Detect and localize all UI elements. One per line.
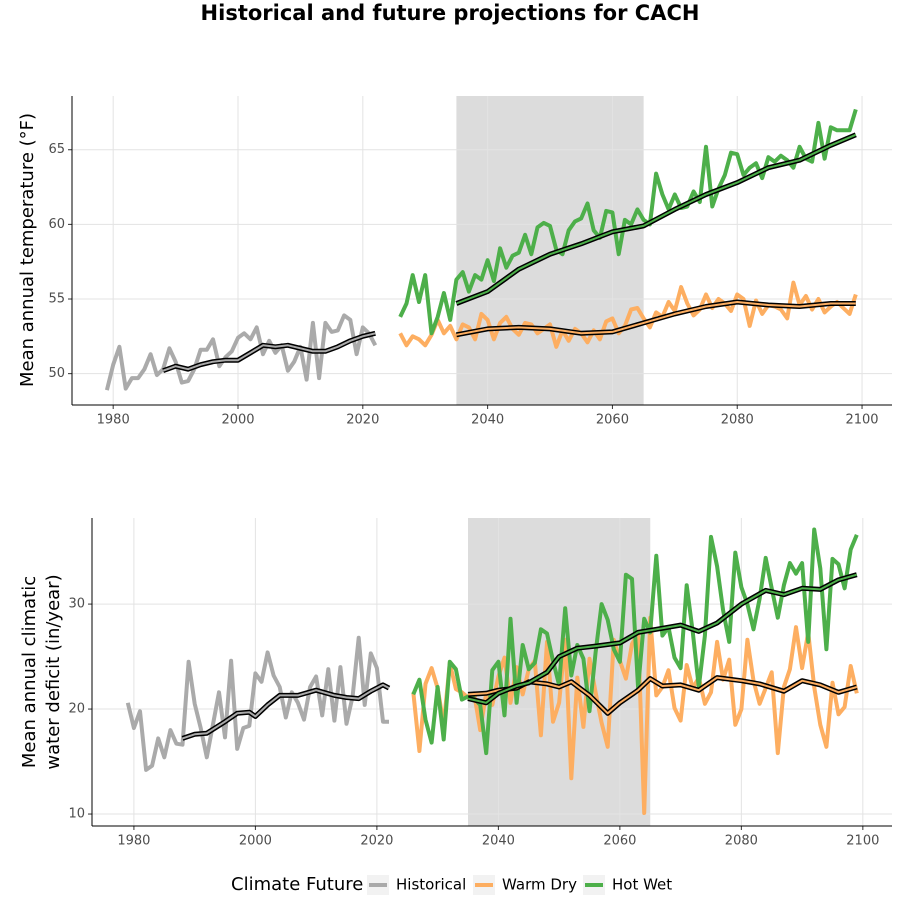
y-tick-label: 10 [68,807,85,822]
x-tick-label: 2020 [346,413,379,428]
smooth-line [182,683,390,740]
y-axis-label: water deficit (in/year) [43,574,64,769]
smooth-line [456,301,856,336]
x-tick-label: 2060 [603,834,636,849]
series-line [125,635,389,772]
legend-title: Climate Future [231,874,363,895]
y-tick-label: 65 [48,142,65,157]
y-tick-label: 60 [48,217,65,232]
x-tick-label: 2080 [721,413,754,428]
y-axis-label: Mean annual temperature (°F) [17,113,38,387]
y-tick-label: 20 [68,702,85,717]
smooth-line [162,332,376,372]
x-tick-label: 2100 [846,834,879,849]
x-tick-label: 2020 [360,834,393,849]
series-line [398,280,858,349]
x-tick-label: 2000 [239,834,272,849]
y-tick-label: 30 [68,597,85,612]
series-line [398,108,858,336]
x-tick-label: 1980 [97,413,130,428]
x-tick-label: 2040 [482,834,515,849]
x-tick-label: 1980 [117,834,150,849]
legend-label: Hot Wet [612,876,672,894]
x-tick-label: 2100 [845,413,878,428]
x-tick-label: 2080 [725,834,758,849]
x-tick-label: 2040 [471,413,504,428]
y-tick-label: 50 [48,366,65,381]
smooth-line [456,133,857,305]
x-tick-label: 2000 [221,413,254,428]
chart-title: Historical and future projections for CA… [201,1,700,25]
x-tick-label: 2060 [596,413,629,428]
y-tick-label: 55 [48,292,65,307]
series-line [104,313,378,391]
y-axis-label: Mean annual climatic [19,576,40,768]
projection-period [456,96,644,405]
legend-label: Historical [396,876,466,894]
legend-label: Warm Dry [502,876,577,894]
smooth-line [467,573,858,704]
